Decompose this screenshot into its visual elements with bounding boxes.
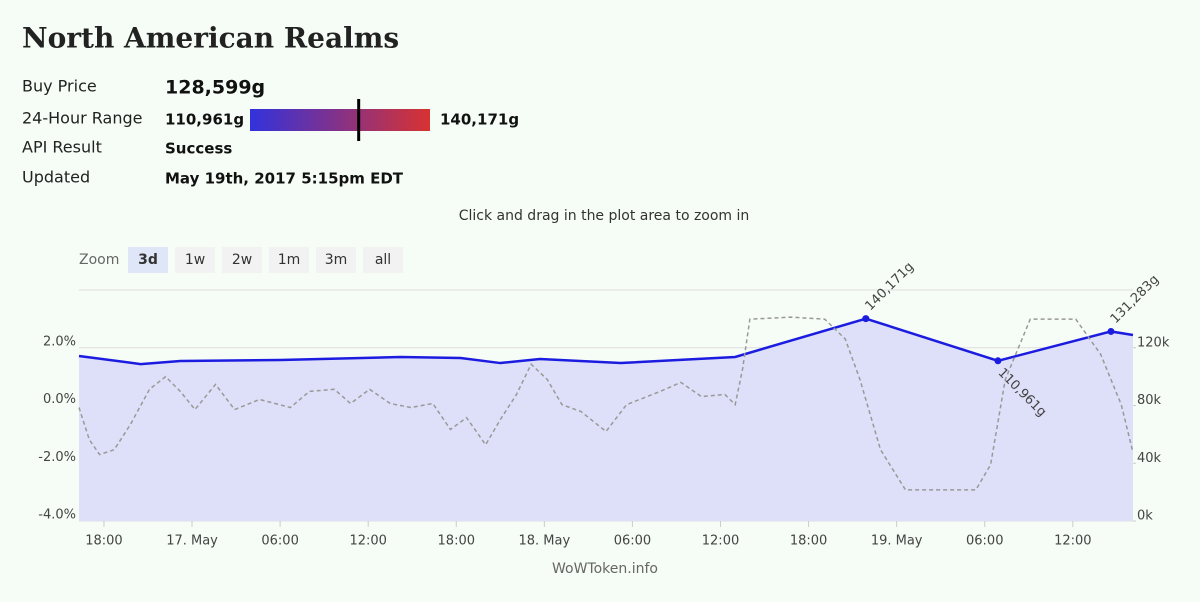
x-tick-label: 18:00	[438, 534, 475, 549]
buy-price: 128,599g	[165, 77, 265, 99]
credit: WoWToken.info	[552, 561, 658, 577]
y2-tick-label: 80k	[1137, 393, 1162, 408]
zoom-button[interactable]	[222, 247, 262, 273]
zoom-option[interactable]: 1m	[278, 252, 301, 268]
x-tick-label: 06:00	[614, 534, 651, 549]
point	[1107, 327, 1115, 335]
range-high: 140,171g	[440, 111, 519, 129]
y-tick-label: 0.0%	[43, 392, 76, 407]
point	[994, 357, 1002, 365]
api-result: Success	[165, 140, 232, 158]
zoom-option[interactable]: 2w	[232, 252, 252, 268]
zoom-option[interactable]: 1w	[185, 252, 205, 268]
x-tick-label: 12:00	[702, 534, 739, 549]
zoom-option[interactable]: 3d	[138, 252, 158, 268]
range-low: 110,961g	[165, 111, 244, 129]
line	[78, 316, 1134, 491]
updated-time: May 19th, 2017 5:15pm EDT	[165, 170, 404, 188]
range-bar	[250, 109, 430, 131]
field-label: Updated	[22, 168, 90, 187]
data-label: 140,171g	[863, 259, 917, 313]
zoom-button[interactable]	[316, 247, 356, 273]
field-label: Buy Price	[22, 77, 97, 96]
y2-tick-label: 120k	[1137, 335, 1170, 350]
zoom-button[interactable]	[363, 247, 403, 273]
y2-tick-label: 0k	[1137, 509, 1153, 524]
page-title: North American Realms	[22, 22, 399, 55]
y2-tick-label: 40k	[1137, 451, 1162, 466]
y-tick-label: -2.0%	[38, 450, 76, 465]
x-tick-label: 17. May	[166, 534, 218, 549]
y-tick-label: 2.0%	[43, 334, 76, 349]
area	[79, 318, 1133, 521]
zoom-option[interactable]: all	[375, 252, 391, 268]
y-tick-label: -4.0%	[38, 508, 76, 523]
x-tick-label: 18:00	[790, 534, 827, 549]
field-label: 24-Hour Range	[22, 109, 142, 128]
x-tick-label: 06:00	[966, 534, 1003, 549]
data-label: 131,283g	[1108, 272, 1162, 326]
x-tick-label: 06:00	[261, 534, 298, 549]
zoom-button[interactable]	[269, 247, 309, 273]
chart-subtitle: Click and drag in the plot area to zoom …	[459, 208, 750, 224]
x-tick-label: 12:00	[1054, 534, 1091, 549]
zoom-button[interactable]	[128, 247, 168, 273]
zoom-option[interactable]: 3m	[325, 252, 348, 268]
zoom-label: Zoom	[79, 252, 119, 268]
zoom-button[interactable]	[175, 247, 215, 273]
line	[78, 317, 1134, 366]
field-label: API Result	[22, 138, 102, 157]
point	[862, 315, 870, 323]
x-tick-label: 12:00	[349, 534, 386, 549]
x-tick-label: 18. May	[519, 534, 571, 549]
x-tick-label: 18:00	[85, 534, 122, 549]
x-tick-label: 19. May	[871, 534, 923, 549]
